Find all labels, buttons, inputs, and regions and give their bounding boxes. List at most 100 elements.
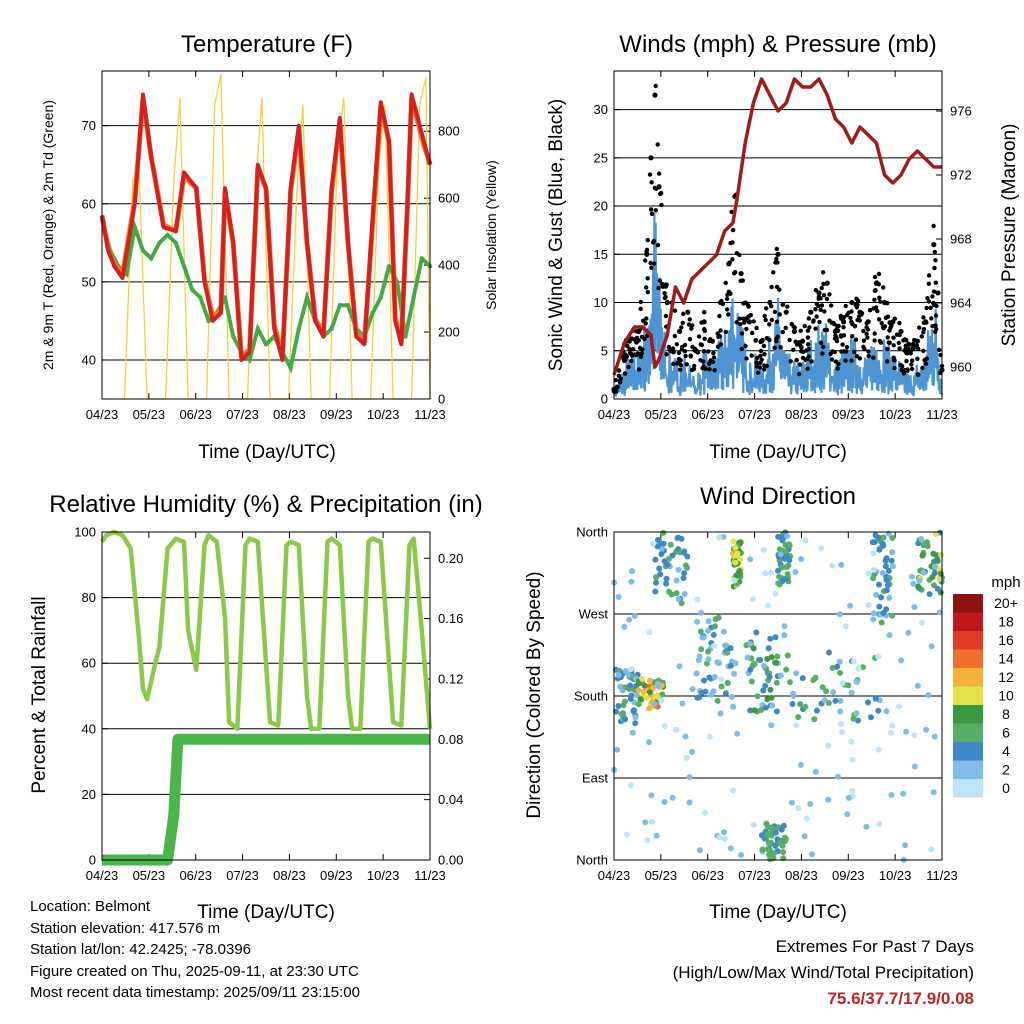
winds-gust-point bbox=[761, 343, 767, 349]
winds-gust-point bbox=[859, 311, 865, 316]
winds-gust-point bbox=[791, 324, 796, 329]
direction-point bbox=[624, 831, 630, 838]
winds-gust-point bbox=[829, 357, 835, 362]
winds-gust-point bbox=[653, 83, 658, 89]
direction-point bbox=[747, 556, 754, 563]
direction-point bbox=[823, 688, 830, 695]
temperature-9m-line bbox=[99, 95, 433, 359]
winds-gust-point bbox=[827, 318, 832, 323]
winds-gust-point bbox=[767, 337, 772, 343]
winds-gust-point bbox=[643, 321, 648, 326]
winds-gust-point bbox=[643, 258, 648, 263]
direction-point bbox=[724, 680, 731, 686]
winds-gust-point bbox=[755, 355, 760, 361]
direction-point bbox=[749, 596, 756, 603]
direction-point bbox=[652, 588, 659, 595]
direction-point bbox=[764, 656, 771, 662]
humidity-ytick-label: 100 bbox=[74, 525, 96, 540]
direction-point bbox=[760, 546, 767, 553]
direction-point bbox=[888, 557, 895, 564]
winds-gust-point bbox=[899, 367, 904, 373]
temperature-dewpoint-point bbox=[231, 334, 236, 339]
winds-gust-point bbox=[655, 243, 661, 248]
winds-gust-point bbox=[623, 352, 628, 357]
direction-point bbox=[652, 556, 659, 563]
winds-ytick-label: 10 bbox=[594, 295, 608, 310]
direction-point bbox=[860, 664, 866, 671]
direction-point bbox=[837, 697, 844, 704]
temperature-dewpoint-point bbox=[247, 357, 252, 363]
temperature-dewpoint-point bbox=[198, 295, 203, 300]
winds-gust-point bbox=[879, 321, 884, 326]
extremes-values: 75.6/37.7/17.9/0.08 bbox=[827, 989, 974, 1008]
direction-point bbox=[648, 818, 655, 825]
direction-point bbox=[757, 657, 764, 663]
temperature-dewpoint-point bbox=[419, 256, 424, 261]
colorbar-swatch bbox=[953, 631, 983, 650]
humidity-precip-line bbox=[102, 733, 430, 866]
winds-gust-point bbox=[674, 342, 679, 347]
winds-gust-point bbox=[916, 346, 921, 351]
direction-point bbox=[658, 697, 665, 704]
winds-gust-point bbox=[829, 303, 834, 308]
winds-gust-point bbox=[864, 320, 869, 326]
winds-gust-point bbox=[774, 336, 779, 342]
direction-point bbox=[931, 582, 937, 589]
direction-point bbox=[829, 664, 836, 671]
station-elevation: Station elevation: 417.576 m bbox=[30, 919, 221, 937]
direction-point bbox=[873, 591, 880, 598]
temperature-dewpoint-point bbox=[403, 334, 408, 339]
direction-point bbox=[784, 533, 791, 539]
winds-gust-point bbox=[933, 258, 938, 263]
direction-point bbox=[879, 541, 886, 547]
direction-point bbox=[615, 703, 622, 709]
direction-point bbox=[925, 692, 932, 698]
winds-gust-point bbox=[672, 333, 677, 339]
winds-gust-point bbox=[741, 316, 746, 321]
direction-point bbox=[875, 653, 882, 660]
winds-gust-point bbox=[706, 349, 711, 354]
direction-point bbox=[818, 545, 824, 552]
direction-point bbox=[712, 616, 719, 623]
winds-gust-point bbox=[647, 172, 653, 177]
direction-point bbox=[853, 710, 860, 717]
winds-gust-point bbox=[758, 348, 764, 354]
winds-gust-point bbox=[648, 260, 653, 266]
winds-ytick-label: 20 bbox=[594, 199, 608, 214]
direction-point bbox=[655, 537, 661, 543]
direction-point bbox=[714, 697, 721, 704]
winds-gust-point bbox=[864, 331, 869, 337]
direction-point bbox=[748, 678, 755, 685]
direction-point bbox=[763, 820, 770, 827]
winds-gust-point bbox=[652, 185, 657, 191]
winds-gust-point bbox=[936, 347, 942, 352]
direction-point bbox=[622, 716, 629, 723]
direction-point bbox=[920, 569, 927, 576]
humidity-rh-line bbox=[100, 529, 433, 732]
winds-gust-point bbox=[836, 323, 841, 329]
direction-point bbox=[802, 537, 809, 544]
winds-gust-point bbox=[672, 308, 678, 313]
temperature-ytick-label: 50 bbox=[82, 274, 96, 289]
direction-point bbox=[706, 733, 713, 740]
winds-title: Winds (mph) & Pressure (mb) bbox=[619, 31, 936, 58]
direction-point bbox=[667, 541, 674, 548]
winds-gust-point bbox=[883, 315, 889, 320]
direction-point bbox=[784, 571, 791, 578]
winds-gust-point bbox=[686, 322, 692, 327]
direction-point bbox=[694, 596, 701, 603]
direction-xtick-label: 05/23 bbox=[645, 868, 678, 883]
direction-point bbox=[710, 643, 717, 649]
winds-gust-point bbox=[818, 340, 824, 345]
direction-point bbox=[777, 551, 784, 558]
winds-gust-point bbox=[645, 237, 650, 243]
direction-xtick-label: 11/23 bbox=[926, 868, 958, 883]
winds-gust-point bbox=[854, 296, 859, 301]
winds-gust-point bbox=[658, 190, 664, 196]
direction-point bbox=[836, 658, 843, 665]
direction-point bbox=[724, 649, 731, 656]
direction-point bbox=[889, 549, 896, 556]
temperature-xtick-label: 07/23 bbox=[226, 407, 259, 422]
direction-point bbox=[705, 648, 712, 655]
direction-point bbox=[821, 697, 828, 704]
